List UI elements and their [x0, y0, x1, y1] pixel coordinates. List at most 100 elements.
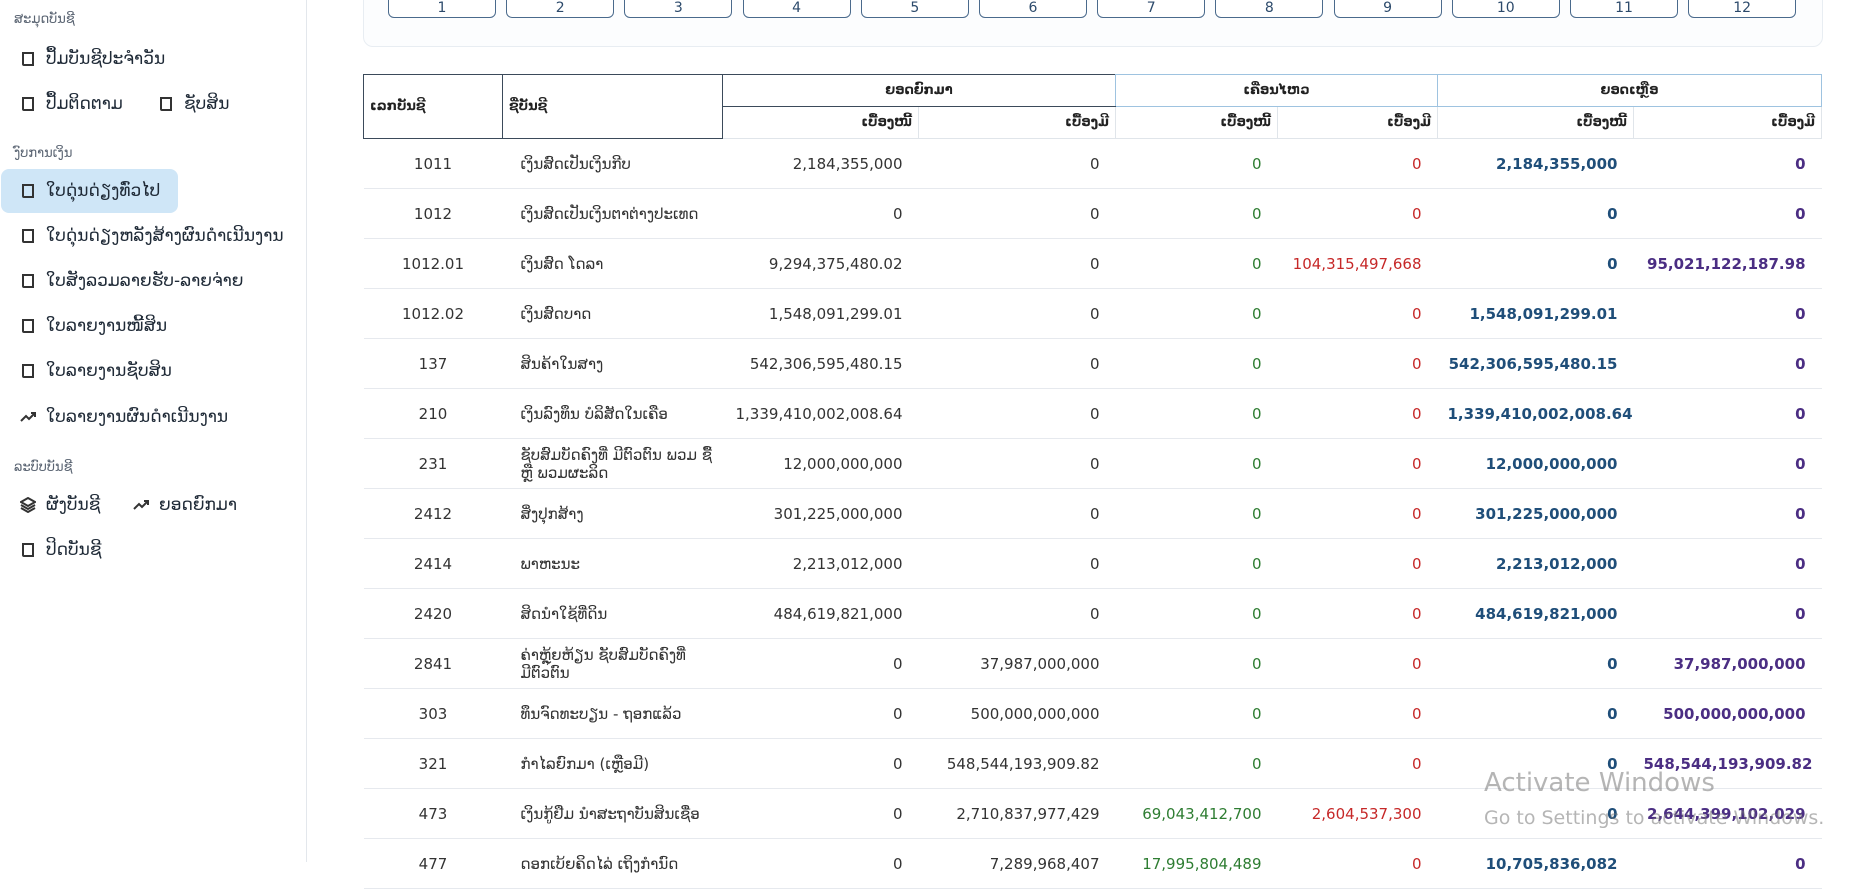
menu-item[interactable]: ໃບດຸ່ນດ່ຽງທົ່ວໄປ [1, 169, 179, 213]
table-row: 231 ຊັບສົມບັດຄົງທີ່ ມີຕົວຕົນ ພວມ ຊື້ ຫຼື … [363, 438, 1822, 489]
amount-cell: 1,548,091,299.01 [1437, 288, 1634, 339]
menu-label: ຊັບສິນ [184, 94, 230, 114]
amount-cell: 0 [1115, 188, 1278, 239]
amount-cell: 0 [1277, 338, 1438, 389]
account-name: ເງິນສົດເປັນເງິນຕາຕ່າງປະເທດ [502, 188, 723, 239]
amount-cell: 0 [1115, 338, 1278, 389]
menu-item[interactable]: ໃບລາຍງານຊັບສິນ [0, 349, 184, 393]
month-button[interactable]: 8 [1215, 0, 1324, 18]
account-code: 210 [363, 388, 503, 439]
account-name: ທຶນຈົດທະບຽນ - ຖອກແລ້ວ [502, 688, 723, 739]
menu-item[interactable]: ໃບລາຍງານຜົນດຳເນີນງານ [0, 395, 240, 439]
account-code: 1012.02 [363, 288, 503, 339]
month-button[interactable]: 6 [979, 0, 1087, 18]
amount-cell: 37,987,000,000 [918, 638, 1116, 689]
amount-cell: 0 [1115, 438, 1278, 489]
month-button[interactable]: 9 [1333, 0, 1442, 18]
amount-cell: 542,306,595,480.15 [1437, 338, 1634, 389]
account-name: ສິດນຳໃຊ້ທີ່ດິນ [502, 588, 723, 639]
subheader-cell: ເບື້ອງໜີ້ [722, 106, 919, 139]
amount-cell: 0 [918, 588, 1116, 639]
amount-cell: 0 [1277, 538, 1438, 589]
amount-cell: 0 [1633, 488, 1822, 539]
amount-cell: 17,995,804,489 [1115, 838, 1278, 889]
amount-cell: 548,544,193,909.82 [918, 738, 1116, 789]
month-button[interactable]: 5 [860, 0, 969, 18]
month-button[interactable]: 2 [506, 0, 615, 18]
month-button[interactable]: 11 [1570, 0, 1678, 18]
account-code: 303 [363, 688, 503, 739]
subheader-cell: ເບື້ອງມີ [1632, 106, 1823, 139]
amount-cell: 69,043,412,700 [1115, 788, 1278, 839]
amount-cell: 0 [1115, 288, 1278, 339]
amount-cell: 0 [1115, 738, 1278, 789]
table-row: 2412 ສິ່ງປຸກສ້າງ 301,225,000,000 0 0 0 301,225… [363, 488, 1822, 539]
page: ສະມຸດບັນຊີ ປຶ້ມບັນຊີປະຈຳວັນ ປຶ້ມຕິດຕາມ ຊ… [0, 0, 1825, 889]
account-code: 1012.01 [363, 238, 503, 289]
table-row: 477 ດອກເບ້ຍຄິດໄລ່ ເຖິງກຳນົດ 0 7,289,968,407… [363, 838, 1822, 889]
amount-cell: 0 [1437, 238, 1634, 289]
table-row: 210 ເງິນລົງທຶນ ບໍລິສັດໃນເຄືອ 1,339,410,002… [363, 388, 1822, 439]
month-button[interactable]: 3 [624, 0, 733, 18]
menu-item[interactable]: ຊັບສິນ [138, 82, 241, 126]
amount-cell: 0 [1115, 488, 1278, 539]
account-code: 1011 [363, 138, 503, 189]
amount-cell: 0 [1277, 438, 1438, 489]
account-name: ພາຫະນະ [502, 538, 723, 589]
month-button[interactable]: 12 [1688, 0, 1797, 18]
amount-cell: 484,619,821,000 [1437, 588, 1634, 639]
amount-cell: 0 [1437, 788, 1634, 839]
amount-cell: 0 [918, 488, 1116, 539]
amount-cell: 2,710,837,977,429 [918, 788, 1116, 839]
group-title: ສະມຸດບັນຊີ [14, 12, 75, 27]
month-button[interactable]: 10 [1451, 0, 1560, 18]
menu-item[interactable]: ປຶ້ມບັນຊີປະຈຳວັນ [0, 37, 177, 81]
account-name: ເງິນສົດບາດ [502, 288, 723, 339]
menu-label: ໃບດຸ່ນດ່ຽງຫລັງສ້າງຜົນດຳເນີນງານ [46, 226, 284, 246]
menu-item[interactable]: ປຶ້ມຕິດຕາມ [0, 82, 135, 126]
amount-cell: 0 [1277, 288, 1438, 339]
table-row: 2414 ພາຫະນະ 2,213,012,000 0 0 0 2,213,012,000 0 [363, 538, 1822, 589]
menu-label: ໃບດຸ່ນດ່ຽງທົ່ວໄປ [46, 181, 161, 201]
account-name: ຄ່າຫຼຸ້ຍຫ້ຽນ ຊັບສົມບັດຄົງທີ່ ມີຕົວຕົນ [502, 638, 723, 689]
menu-item[interactable]: ໃບດຸ່ນດ່ຽງຫລັງສ້າງຜົນດຳເນີນງານ [0, 214, 296, 258]
header-cell: ຍອດເຫຼືອ [1436, 74, 1823, 107]
account-code: 321 [363, 738, 503, 789]
amount-cell: 2,184,355,000 [1437, 138, 1634, 189]
amount-cell: 7,289,968,407 [918, 838, 1116, 889]
amount-cell: 0 [1277, 488, 1438, 539]
menu-label: ໃບລາຍງານຜົນດຳເນີນງານ [46, 407, 229, 427]
menu-label: ໃບລາຍງານໜີ້ສິນ [46, 316, 168, 336]
table-row: 1012.02 ເງິນສົດບາດ 1,548,091,299.01 0 0 0 1,54… [363, 288, 1822, 339]
amount-cell: 0 [1277, 188, 1438, 239]
amount-cell: 2,604,537,300 [1277, 788, 1438, 839]
table-row: 1012.01 ເງິນສົດ ໂດລາ 9,294,375,480.02 0 0 104… [363, 238, 1822, 289]
menu-item[interactable]: ຜັງບັນຊີ [0, 483, 112, 527]
month-button[interactable]: 7 [1097, 0, 1206, 18]
amount-cell: 0 [1277, 688, 1438, 739]
account-code: 2841 [363, 638, 503, 689]
menu-item[interactable]: ປິດບັນຊີ [0, 528, 113, 572]
amount-cell: 0 [1633, 338, 1822, 389]
month-button[interactable]: 4 [742, 0, 851, 18]
header-cell: ຍອດຍົກມາ [722, 74, 1116, 107]
amount-cell: 0 [1437, 738, 1634, 789]
group-title: ລະບົບບັນຊີ [14, 460, 73, 475]
amount-cell: 0 [1277, 138, 1438, 189]
menu-item[interactable]: ຍອດຍົກມາ [113, 483, 249, 527]
amount-cell: 0 [1633, 838, 1822, 889]
amount-cell: 0 [1277, 838, 1438, 889]
amount-cell: 0 [918, 238, 1116, 289]
menu-item[interactable]: ໃບລາຍງານໜີ້ສິນ [0, 304, 179, 348]
amount-cell: 301,225,000,000 [722, 488, 919, 539]
month-button[interactable]: 1 [388, 0, 496, 18]
menu-item[interactable]: ໃບສັງລວມລາຍຮັບ-ລາຍຈ່າຍ [0, 259, 256, 303]
amount-cell: 0 [1277, 588, 1438, 639]
amount-cell: 2,213,012,000 [1437, 538, 1634, 589]
amount-cell: 12,000,000,000 [1437, 438, 1634, 489]
amount-cell: 0 [1115, 388, 1278, 439]
account-code: 473 [363, 788, 503, 839]
menu-label: ໃບສັງລວມລາຍຮັບ-ລາຍຈ່າຍ [46, 271, 244, 291]
amount-cell: 0 [1633, 388, 1822, 439]
amount-cell: 0 [918, 188, 1116, 239]
